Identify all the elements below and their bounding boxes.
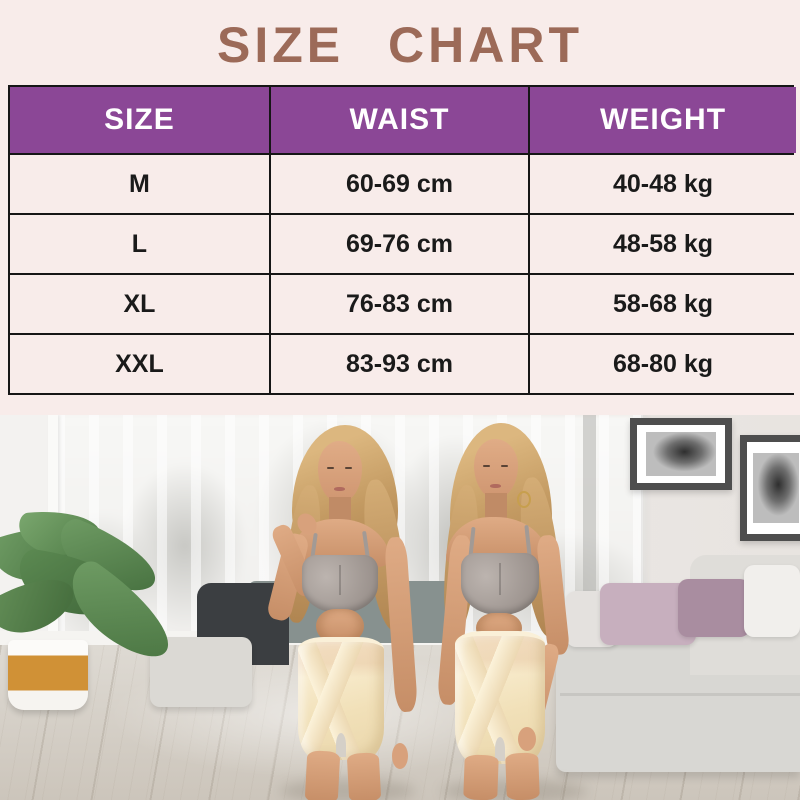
pillow xyxy=(678,579,750,637)
size-value: M xyxy=(10,155,269,213)
wall-art xyxy=(752,453,800,523)
waist-value: 60-69 cm xyxy=(270,155,529,213)
eye xyxy=(483,465,490,467)
table-row: XXL 83-93 cm 68-80 kg xyxy=(10,335,796,393)
size-table: SIZE WAIST WEIGHT M 60-69 cm 40-48 kg L … xyxy=(8,85,796,395)
weight-value: 68-80 kg xyxy=(530,335,796,393)
pillow xyxy=(744,565,800,637)
header-waist: WAIST xyxy=(270,87,529,153)
size-value: XXL xyxy=(10,335,269,393)
plant-pot xyxy=(8,640,88,710)
waist-value: 69-76 cm xyxy=(270,215,529,273)
shorts-leg-gap xyxy=(495,737,505,761)
table-header-row: SIZE WAIST WEIGHT xyxy=(10,87,796,153)
product-photo xyxy=(0,415,800,800)
neck xyxy=(485,493,507,521)
page-title: SIZE CHART xyxy=(217,17,583,73)
table-row: XL 76-83 cm 58-68 kg xyxy=(10,275,796,333)
size-value: XL xyxy=(10,275,269,333)
waist-value: 76-83 cm xyxy=(270,275,529,333)
couch-seam xyxy=(560,693,800,696)
neck xyxy=(329,497,351,525)
bra-seam xyxy=(339,565,341,595)
eye xyxy=(501,465,508,467)
wall-art-frame xyxy=(630,418,732,490)
wall-art-frame xyxy=(740,435,800,541)
lips xyxy=(490,484,501,488)
hoop-earring xyxy=(517,491,531,508)
leg xyxy=(463,754,499,800)
leg xyxy=(505,752,540,800)
lips xyxy=(334,487,345,491)
hand xyxy=(518,727,536,751)
table-row: L 69-76 cm 48-58 kg xyxy=(10,215,796,273)
header-weight: WEIGHT xyxy=(530,87,796,153)
face xyxy=(318,441,362,503)
bra xyxy=(461,553,539,615)
eye xyxy=(327,467,334,469)
bra-seam xyxy=(499,563,501,595)
table-row: M 60-69 cm 40-48 kg xyxy=(10,155,796,213)
weight-value: 48-58 kg xyxy=(530,215,796,273)
bra xyxy=(302,555,378,613)
shorts-leg-gap xyxy=(336,733,346,757)
size-value: L xyxy=(10,215,269,273)
wall-corner xyxy=(641,415,651,660)
wall-art xyxy=(645,431,717,477)
eye xyxy=(345,467,352,469)
leg xyxy=(346,752,382,800)
waist-value: 83-93 cm xyxy=(270,335,529,393)
weight-value: 58-68 kg xyxy=(530,275,796,333)
face xyxy=(474,439,518,499)
weight-value: 40-48 kg xyxy=(530,155,796,213)
header-size: SIZE xyxy=(10,87,269,153)
leg xyxy=(304,750,341,800)
hand xyxy=(392,743,408,769)
